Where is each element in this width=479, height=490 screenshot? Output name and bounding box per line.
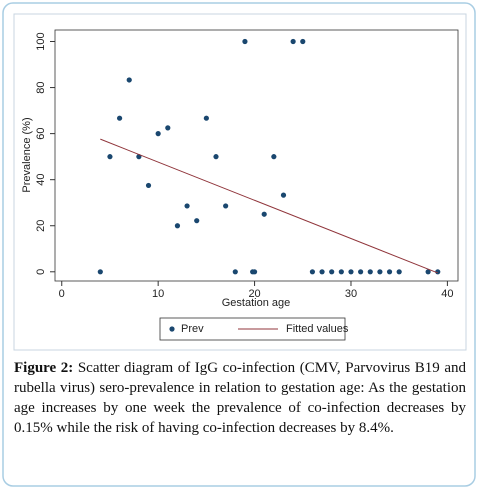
point	[309, 269, 316, 275]
y-axis-title: Prevalence (%)	[21, 117, 33, 192]
y-tick-label: 100	[35, 32, 47, 50]
y-tick-label: 60	[35, 127, 47, 139]
x-axis-title: Gestation age	[222, 297, 291, 309]
point	[290, 38, 296, 45]
point	[300, 38, 306, 45]
caption-text: Scatter diagram of IgG co-infection (CMV…	[14, 360, 467, 436]
point	[213, 154, 219, 160]
y-tick-label: 0	[35, 269, 47, 275]
point	[377, 269, 383, 275]
plot-frame	[54, 29, 459, 282]
point	[386, 269, 393, 275]
y-tick-label: 20	[35, 220, 47, 232]
point	[97, 269, 103, 275]
figure-border	[2, 2, 476, 487]
point	[126, 77, 132, 83]
point	[358, 269, 364, 275]
legend-label: Prev	[181, 323, 204, 335]
point	[116, 115, 123, 121]
x-tick-label: 10	[152, 288, 164, 300]
y-tick-label: 80	[35, 81, 47, 93]
point	[425, 269, 431, 275]
point	[280, 192, 287, 198]
point	[348, 269, 354, 275]
point	[251, 269, 258, 275]
caption: Figure 2: Scatter diagram of IgG co-infe…	[14, 358, 466, 438]
x-tick-label: 20	[248, 288, 260, 300]
point	[174, 223, 181, 229]
y-tick-label: 40	[35, 174, 47, 186]
point	[145, 182, 152, 189]
point	[232, 269, 238, 275]
x-tick-label: 0	[59, 288, 65, 300]
point	[329, 269, 335, 275]
point	[271, 154, 277, 160]
point	[184, 203, 190, 209]
point	[435, 269, 441, 275]
legend-label: Fitted values	[286, 323, 349, 335]
point	[165, 125, 171, 131]
x-tick-label: 40	[441, 288, 453, 300]
point	[338, 269, 344, 275]
point	[319, 269, 325, 275]
legend-swatch	[169, 326, 175, 332]
point	[367, 269, 373, 275]
x-tick-label: 30	[345, 288, 357, 300]
point	[396, 269, 402, 275]
point	[242, 38, 248, 45]
point	[203, 115, 209, 121]
caption-label: Figure 2:	[14, 360, 74, 376]
fitted-line	[100, 138, 438, 274]
point	[155, 131, 161, 137]
point	[223, 203, 229, 209]
point	[261, 211, 267, 217]
point	[107, 154, 113, 160]
point	[194, 218, 200, 224]
